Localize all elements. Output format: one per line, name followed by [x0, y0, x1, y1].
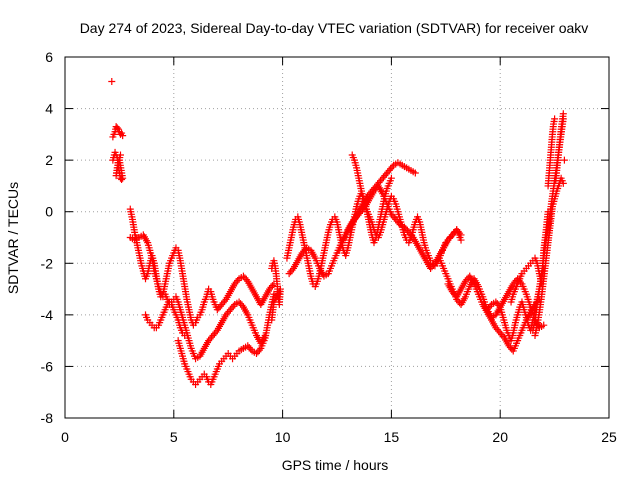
- y-axis-title: SDTVAR / TECUs: [5, 182, 21, 294]
- data-point: [559, 110, 567, 118]
- data-series: [108, 77, 127, 141]
- data-point: [486, 302, 494, 310]
- data-point: [388, 163, 396, 171]
- data-point: [108, 77, 116, 85]
- chart-title: Day 274 of 2023, Sidereal Day-to-day VTE…: [80, 20, 589, 36]
- data-point: [360, 204, 368, 212]
- data-point: [181, 331, 189, 339]
- y-tick-label: 6: [45, 49, 53, 65]
- x-tick-label: 15: [384, 429, 400, 445]
- y-tick-label: 2: [45, 152, 53, 168]
- data-point: [247, 345, 255, 353]
- data-point: [429, 261, 437, 269]
- data-point: [234, 276, 242, 284]
- data-point: [495, 301, 503, 309]
- data-point: [119, 132, 127, 140]
- data-point: [411, 169, 419, 177]
- y-tick-label: 4: [45, 101, 53, 117]
- data-point: [268, 282, 276, 290]
- y-tick-label: -8: [41, 410, 54, 426]
- data-series: [544, 110, 568, 190]
- data-series: [268, 257, 284, 324]
- data-point: [288, 266, 296, 274]
- data-point: [229, 302, 237, 310]
- plot-frame: [64, 56, 610, 419]
- data-point: [456, 229, 464, 237]
- data-point: [387, 174, 395, 182]
- data-series: [126, 205, 278, 329]
- data-point: [255, 346, 263, 354]
- data-point: [212, 328, 220, 336]
- y-tick-label: -2: [41, 255, 54, 271]
- data-series: [507, 208, 552, 306]
- data-point: [113, 124, 121, 132]
- data-series: [335, 182, 465, 272]
- data-point: [540, 321, 548, 329]
- data-point: [559, 179, 567, 187]
- data-point: [242, 276, 250, 284]
- x-tick-label: 5: [170, 429, 178, 445]
- data-point: [551, 115, 559, 123]
- data-point: [457, 231, 465, 239]
- data-point: [395, 219, 403, 227]
- data-point: [499, 332, 507, 340]
- grid-lines: [65, 57, 609, 418]
- data-point: [408, 232, 416, 240]
- x-tick-label: 0: [61, 429, 69, 445]
- y-tick-label: -4: [41, 307, 54, 323]
- data-series: [142, 298, 189, 339]
- data-point: [116, 151, 124, 159]
- data-point: [268, 316, 276, 324]
- axis-ticks: 0 5 10 15 20 25 -8 -6 -4 -2 0 2 4 6: [41, 49, 617, 445]
- data-series: [109, 148, 127, 183]
- data-points: [108, 77, 568, 388]
- data-point: [560, 156, 568, 164]
- x-axis-title: GPS time / hours: [282, 457, 389, 473]
- y-tick-label: -6: [41, 358, 54, 374]
- x-tick-label: 20: [492, 429, 508, 445]
- data-point: [238, 301, 246, 309]
- data-series: [531, 174, 567, 339]
- data-point: [221, 297, 229, 305]
- x-tick-label: 10: [275, 429, 291, 445]
- x-tick-label: 25: [601, 429, 617, 445]
- y-tick-label: 0: [45, 204, 53, 220]
- data-point: [118, 175, 126, 183]
